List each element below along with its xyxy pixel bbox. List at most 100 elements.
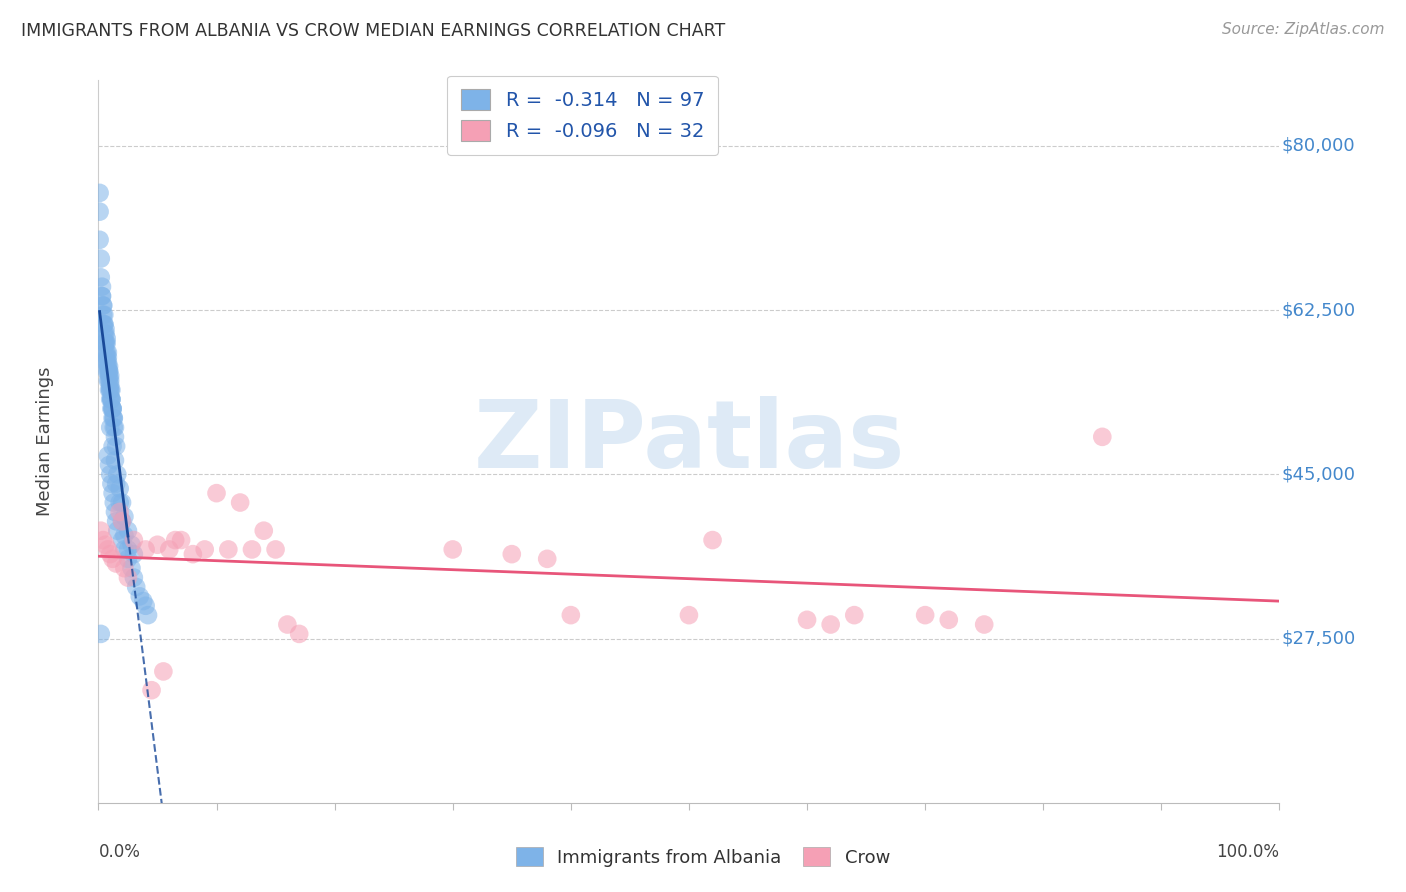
Text: 0.0%: 0.0%: [98, 843, 141, 861]
Point: [117, 571, 139, 585]
Point: [98, 364, 121, 378]
Point: [98, 374, 121, 388]
Point: [93, 318, 115, 332]
Point: [89, 204, 111, 219]
Point: [89, 233, 111, 247]
Point: [112, 542, 135, 557]
Point: [117, 524, 139, 538]
Point: [128, 590, 150, 604]
Point: [112, 509, 135, 524]
Point: [101, 401, 124, 416]
Text: ZIPatlas: ZIPatlas: [474, 395, 904, 488]
Point: [100, 392, 122, 407]
Point: [938, 613, 960, 627]
Point: [97, 355, 120, 369]
Point: [100, 476, 122, 491]
Point: [89, 186, 111, 200]
Point: [96, 331, 118, 345]
Point: [96, 364, 118, 378]
Point: [97, 542, 120, 557]
Point: [97, 374, 120, 388]
Point: [98, 383, 121, 397]
Point: [111, 514, 134, 528]
Point: [103, 420, 125, 434]
Point: [98, 364, 121, 378]
Point: [91, 308, 114, 322]
Point: [91, 298, 114, 312]
Point: [94, 345, 117, 359]
Point: [98, 383, 121, 397]
Point: [97, 364, 120, 378]
Point: [105, 557, 128, 571]
Point: [98, 368, 121, 383]
Point: [105, 476, 128, 491]
Text: Median Earnings: Median Earnings: [37, 367, 55, 516]
Point: [560, 608, 582, 623]
Point: [117, 551, 139, 566]
Point: [100, 392, 122, 407]
Point: [820, 617, 842, 632]
Point: [100, 392, 122, 407]
Point: [181, 547, 204, 561]
Point: [90, 524, 112, 538]
Point: [101, 401, 124, 416]
Point: [135, 542, 157, 557]
Point: [152, 665, 174, 679]
Point: [122, 533, 145, 547]
Point: [229, 495, 252, 509]
Point: [122, 547, 145, 561]
Text: 100.0%: 100.0%: [1216, 843, 1279, 861]
Point: [98, 420, 121, 434]
Point: [94, 538, 117, 552]
Point: [240, 542, 263, 557]
Point: [146, 538, 169, 552]
Point: [98, 383, 121, 397]
Point: [96, 350, 118, 364]
Text: $45,000: $45,000: [1282, 466, 1355, 483]
Point: [98, 392, 121, 407]
Point: [94, 336, 117, 351]
Point: [796, 613, 818, 627]
Text: $80,000: $80,000: [1282, 137, 1355, 155]
Point: [501, 547, 523, 561]
Point: [111, 495, 134, 509]
Point: [117, 542, 139, 557]
Point: [205, 486, 228, 500]
Point: [973, 617, 995, 632]
Point: [288, 627, 311, 641]
Point: [536, 551, 558, 566]
Point: [112, 561, 135, 575]
Point: [702, 533, 724, 547]
Point: [93, 308, 115, 322]
Point: [101, 411, 124, 425]
Point: [132, 594, 155, 608]
Point: [101, 551, 124, 566]
Point: [108, 495, 131, 509]
Point: [105, 524, 128, 538]
Point: [844, 608, 866, 623]
Point: [135, 599, 157, 613]
Point: [101, 401, 124, 416]
Point: [914, 608, 936, 623]
Point: [98, 378, 121, 392]
Point: [91, 533, 114, 547]
Point: [194, 542, 217, 557]
Point: [98, 458, 121, 472]
Point: [94, 355, 117, 369]
Text: IMMIGRANTS FROM ALBANIA VS CROW MEDIAN EARNINGS CORRELATION CHART: IMMIGRANTS FROM ALBANIA VS CROW MEDIAN E…: [21, 22, 725, 40]
Legend: R =  -0.314   N = 97, R =  -0.096   N = 32: R = -0.314 N = 97, R = -0.096 N = 32: [447, 76, 718, 155]
Point: [136, 608, 159, 623]
Point: [91, 289, 114, 303]
Point: [100, 401, 122, 416]
Point: [97, 359, 120, 374]
Point: [121, 561, 143, 575]
Point: [91, 318, 114, 332]
Point: [678, 608, 700, 623]
Point: [108, 482, 131, 496]
Point: [103, 411, 125, 425]
Text: $27,500: $27,500: [1282, 630, 1355, 648]
Point: [96, 355, 118, 369]
Point: [98, 467, 121, 482]
Point: [157, 542, 180, 557]
Point: [90, 252, 112, 266]
